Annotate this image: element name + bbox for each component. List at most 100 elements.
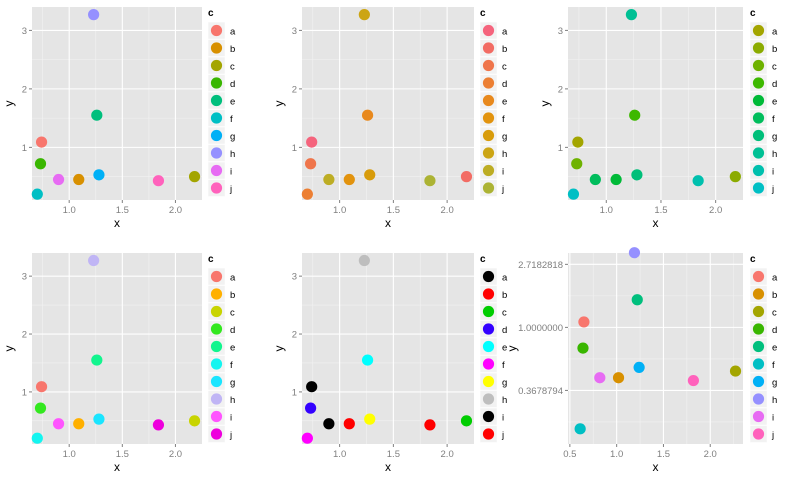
legend-key-swatch bbox=[482, 323, 495, 335]
y-tick-label: 1 bbox=[558, 143, 563, 154]
legend-title: c bbox=[208, 8, 214, 19]
legend-label: j bbox=[771, 184, 774, 195]
legend-label: b bbox=[230, 290, 235, 301]
legend-key-swatch bbox=[752, 375, 765, 388]
data-point-g bbox=[93, 413, 105, 425]
data-point-d bbox=[34, 402, 47, 414]
y-axis-title: y bbox=[272, 101, 286, 107]
legend-key-swatch bbox=[482, 340, 495, 353]
x-tick-label: 1.5 bbox=[387, 205, 400, 216]
x-tick-label: 2.0 bbox=[169, 205, 182, 216]
data-point-j bbox=[424, 175, 436, 187]
legend-key-swatch bbox=[752, 42, 765, 54]
legend-key-swatch bbox=[482, 428, 495, 440]
legend-label: d bbox=[772, 79, 777, 90]
legend-label: i bbox=[772, 413, 774, 424]
legend-key-swatch bbox=[752, 164, 765, 177]
data-point-d bbox=[629, 109, 641, 121]
legend-label: i bbox=[230, 167, 232, 178]
data-point-e bbox=[361, 109, 374, 121]
legend-key-swatch bbox=[482, 182, 495, 194]
data-point-j bbox=[687, 374, 700, 387]
x-tick-label: 1.5 bbox=[657, 449, 670, 460]
x-tick-label: 1.5 bbox=[116, 449, 129, 460]
legend-key-swatch bbox=[210, 42, 223, 54]
x-axis-title: x bbox=[114, 216, 120, 230]
legend-label: i bbox=[502, 413, 504, 424]
legend-label: b bbox=[502, 290, 507, 301]
data-point-h bbox=[88, 254, 100, 267]
legend-key-swatch bbox=[752, 129, 765, 142]
data-point-d bbox=[577, 342, 589, 354]
data-point-h bbox=[88, 9, 100, 21]
y-tick-label: 3 bbox=[22, 272, 27, 283]
legend-label: g bbox=[502, 132, 507, 143]
legend-label: d bbox=[772, 325, 777, 336]
data-point-i bbox=[692, 175, 704, 187]
data-point-b bbox=[343, 418, 355, 430]
legend-label: f bbox=[230, 114, 233, 125]
legend-title: c bbox=[208, 254, 214, 265]
legend-key-swatch bbox=[210, 428, 223, 440]
legend-label: d bbox=[230, 325, 235, 336]
legend-label: g bbox=[502, 378, 507, 389]
data-point-e bbox=[361, 354, 374, 366]
data-point-f bbox=[31, 188, 43, 200]
x-tick-label: 1.5 bbox=[654, 205, 667, 216]
legend-key-swatch bbox=[482, 94, 495, 107]
data-point-b bbox=[73, 418, 85, 430]
legend-label: d bbox=[230, 79, 235, 90]
legend-label: e bbox=[230, 97, 235, 108]
y-tick-label: 3 bbox=[22, 26, 27, 37]
legend-key-swatch bbox=[482, 112, 495, 124]
legend-label: a bbox=[502, 27, 508, 38]
data-point-f bbox=[31, 432, 43, 444]
y-tick-label: 2 bbox=[22, 330, 27, 341]
data-point-f bbox=[343, 173, 355, 186]
y-axis-title: y bbox=[538, 101, 552, 107]
legend-key-swatch bbox=[752, 147, 765, 159]
data-point-i bbox=[594, 372, 606, 384]
legend-key-swatch bbox=[482, 77, 495, 89]
legend-key-swatch bbox=[210, 164, 223, 177]
legend-label: a bbox=[502, 273, 508, 284]
legend-label: f bbox=[772, 114, 775, 125]
y-axis-title: y bbox=[2, 101, 16, 107]
legend-key-swatch bbox=[482, 288, 495, 300]
legend-key-swatch bbox=[752, 182, 765, 194]
y-axis-title: y bbox=[505, 346, 519, 352]
data-point-h bbox=[358, 9, 370, 21]
legend-label: j bbox=[501, 430, 504, 441]
legend-key-swatch bbox=[482, 42, 495, 54]
data-point-e bbox=[91, 109, 103, 121]
x-tick-label: 2.0 bbox=[169, 449, 182, 460]
legend-label: d bbox=[502, 79, 507, 90]
x-tick-label: 1.0 bbox=[63, 205, 76, 216]
data-point-b bbox=[729, 171, 741, 183]
legend-label: h bbox=[230, 149, 235, 160]
legend-key-swatch bbox=[210, 358, 223, 370]
x-tick-label: 2.0 bbox=[441, 449, 454, 460]
data-point-i bbox=[52, 418, 65, 430]
legend-key-swatch bbox=[482, 375, 495, 388]
legend-label: c bbox=[502, 62, 507, 73]
x-tick-label: 1.0 bbox=[333, 449, 346, 460]
legend-key-swatch bbox=[752, 24, 765, 37]
plot-background bbox=[32, 7, 202, 200]
data-point-c bbox=[188, 415, 201, 427]
data-point-i bbox=[323, 173, 335, 186]
x-axis-title: x bbox=[385, 460, 391, 474]
legend-key-swatch bbox=[752, 77, 765, 89]
legend-label: i bbox=[502, 167, 504, 178]
legend-label: e bbox=[502, 97, 507, 108]
legend-label: j bbox=[229, 430, 232, 441]
legend-key-swatch bbox=[752, 323, 765, 335]
legend-key-swatch bbox=[752, 305, 765, 318]
legend-label: j bbox=[501, 184, 504, 195]
legend-key-swatch bbox=[482, 410, 495, 423]
legend-label: c bbox=[772, 308, 777, 319]
legend-key-swatch bbox=[210, 305, 223, 318]
